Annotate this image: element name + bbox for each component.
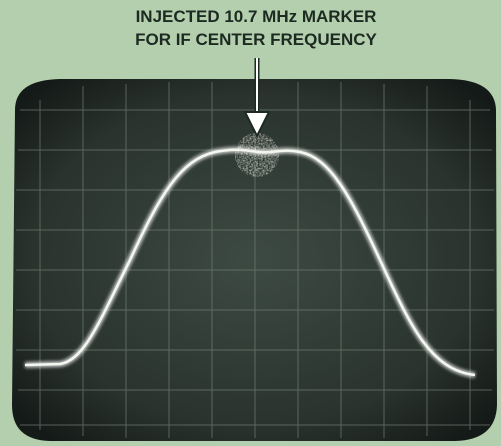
arrow bbox=[243, 58, 271, 139]
graticule bbox=[16, 82, 494, 438]
annotation-line: INJECTED 10.7 MHz MARKER bbox=[136, 7, 377, 26]
annotation-line: FOR IF CENTER FREQUENCY bbox=[135, 30, 377, 49]
marker-blip bbox=[235, 133, 279, 177]
